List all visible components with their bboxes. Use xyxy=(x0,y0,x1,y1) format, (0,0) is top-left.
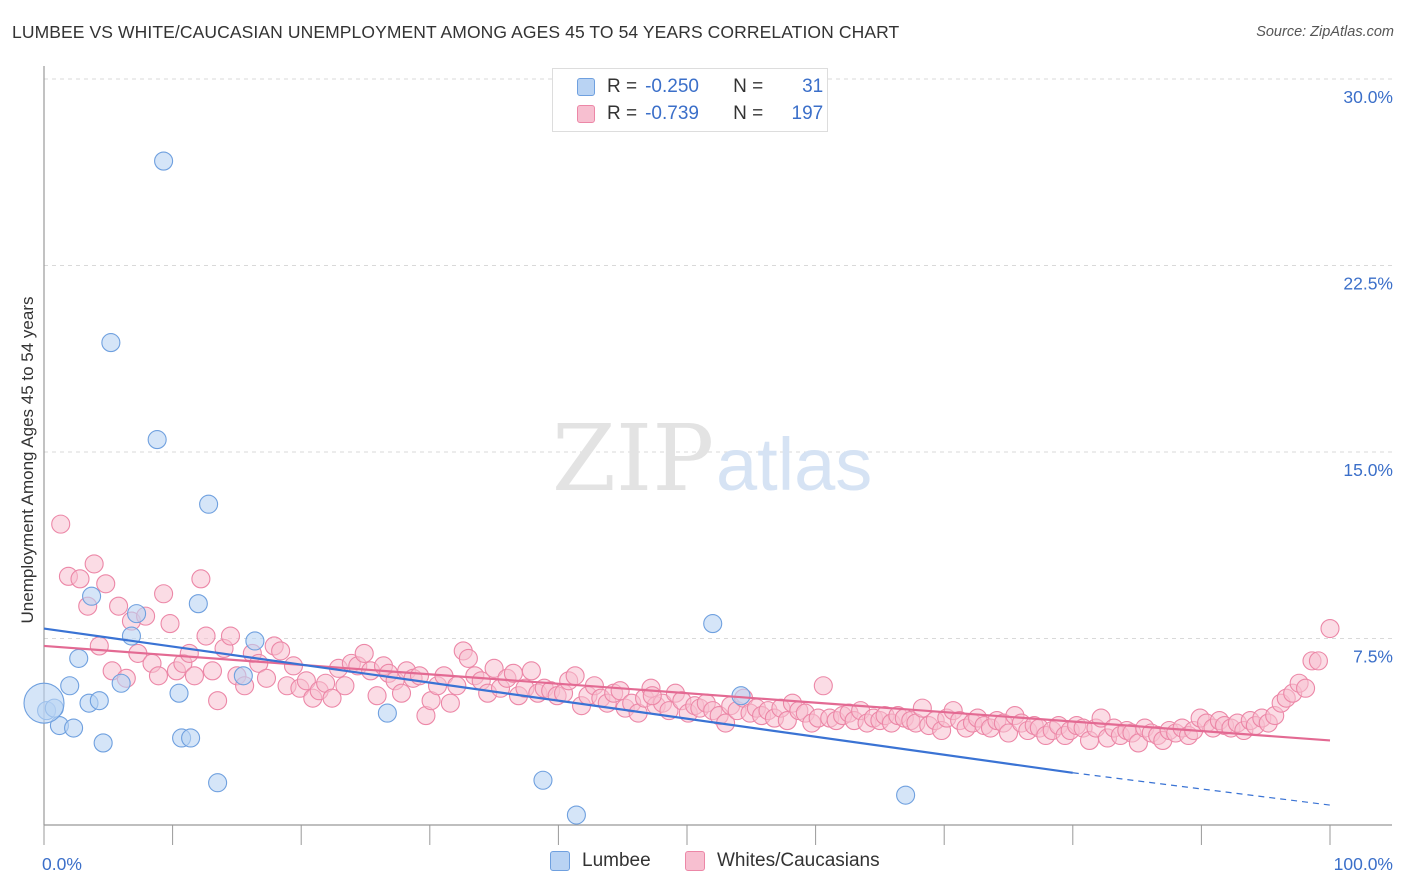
lumbee-point xyxy=(64,718,84,738)
whites-trend-line xyxy=(43,644,1331,742)
x-tick-label: 0.0% xyxy=(42,854,82,874)
x-tick-label: 100.0% xyxy=(1334,854,1393,874)
whites-point xyxy=(998,723,1019,743)
lumbee-swatch xyxy=(577,78,595,96)
whites-point xyxy=(391,683,412,703)
lumbee-point xyxy=(245,631,265,651)
whites-r-label: R = xyxy=(607,103,638,124)
whites-point xyxy=(154,584,174,604)
whites-point xyxy=(202,661,223,681)
lumbee-point xyxy=(154,151,174,171)
whites-point xyxy=(322,688,342,708)
whites-point xyxy=(440,693,460,713)
series-lumbee-points xyxy=(23,151,916,825)
whites-point xyxy=(271,641,291,661)
whites-point xyxy=(296,671,316,691)
whites-point xyxy=(367,686,387,706)
lumbee-point xyxy=(896,785,916,805)
tick-labels: 7.5% 15.0% 22.5% 30.0% 0.0% 100.0% xyxy=(42,87,1393,874)
y-tick-label: 22.5% xyxy=(1343,274,1393,294)
whites-r-value: -0.739 xyxy=(645,103,699,124)
lumbee-point xyxy=(703,614,723,634)
lumbee-point xyxy=(127,604,147,624)
whites-point xyxy=(96,574,116,594)
whites-point xyxy=(109,596,129,616)
lumbee-point xyxy=(69,648,89,668)
series-legend: Lumbee Whites/Caucasians xyxy=(0,850,1406,878)
legend-whites-swatch xyxy=(685,851,705,871)
lumbee-point xyxy=(93,733,113,753)
legend-whites-label: Whites/Caucasians xyxy=(717,850,880,871)
lumbee-r-label: R = xyxy=(607,76,638,97)
lumbee-point xyxy=(101,333,121,353)
watermark-atlas: atlas xyxy=(716,423,872,506)
whites-n-label: N = xyxy=(733,103,764,124)
whites-point xyxy=(1308,651,1328,671)
whites-point xyxy=(335,676,355,696)
lumbee-point xyxy=(23,682,65,724)
whites-point xyxy=(813,676,833,696)
whites-point xyxy=(565,666,585,686)
legend-item-whites: Whites/Caucasians xyxy=(685,850,880,872)
source-label: Source: ZipAtlas.com xyxy=(1256,24,1394,40)
whites-point xyxy=(484,658,504,678)
whites-point xyxy=(51,514,71,534)
whites-point xyxy=(912,698,932,718)
legend-row-lumbee: R = -0.250 N = 31 xyxy=(577,75,823,99)
lumbee-point xyxy=(111,673,131,693)
y-tick-label: 30.0% xyxy=(1343,87,1393,107)
whites-point xyxy=(70,569,90,589)
watermark: ZIP atlas xyxy=(552,405,872,512)
whites-point xyxy=(220,626,241,646)
legend-lumbee-label: Lumbee xyxy=(582,850,651,871)
lumbee-point xyxy=(377,703,397,723)
lumbee-point xyxy=(208,773,228,793)
whites-point xyxy=(191,569,211,589)
whites-point xyxy=(458,648,478,668)
stats-legend: R = -0.250 N = 31 R = -0.739 N = 197 xyxy=(552,68,828,132)
y-tick-label: 15.0% xyxy=(1343,460,1393,480)
whites-n-value: 197 xyxy=(791,103,824,124)
whites-point xyxy=(610,681,630,701)
whites-swatch xyxy=(577,105,595,123)
legend-lumbee-swatch xyxy=(550,851,570,871)
lumbee-point xyxy=(181,728,201,748)
watermark-zip: ZIP xyxy=(552,405,714,512)
lumbee-point xyxy=(233,666,253,686)
y-tick-label: 7.5% xyxy=(1353,647,1393,667)
lumbee-r-value: -0.250 xyxy=(645,76,699,97)
lumbee-point xyxy=(188,594,208,614)
lumbee-n-value: 31 xyxy=(802,76,824,97)
lumbee-point xyxy=(566,805,586,825)
lumbee-trend-line xyxy=(43,627,1073,774)
lumbee-point xyxy=(60,676,80,696)
whites-point xyxy=(84,554,104,574)
lumbee-point xyxy=(533,770,553,790)
whites-point xyxy=(160,614,180,634)
lumbee-point xyxy=(82,586,102,606)
grid-lines xyxy=(44,78,1392,639)
legend-row-whites: R = -0.739 N = 197 xyxy=(577,102,823,126)
whites-point xyxy=(354,643,374,663)
lumbee-trend-extension xyxy=(1072,772,1331,806)
legend-item-lumbee: Lumbee xyxy=(550,850,651,872)
lumbee-point xyxy=(147,430,167,450)
lumbee-point xyxy=(169,683,189,703)
whites-point xyxy=(89,636,109,656)
whites-point xyxy=(208,691,228,711)
whites-point xyxy=(196,626,216,646)
chart-title: LUMBEE VS WHITE/CAUCASIAN UNEMPLOYMENT A… xyxy=(12,22,900,42)
lumbee-point xyxy=(199,494,219,514)
whites-point xyxy=(184,666,205,686)
whites-point xyxy=(256,668,277,688)
lumbee-point xyxy=(89,691,109,711)
lumbee-n-label: N = xyxy=(733,76,764,97)
series-whites-points xyxy=(51,514,1340,753)
whites-point xyxy=(1320,619,1340,639)
whites-point xyxy=(1296,678,1316,698)
whites-point xyxy=(521,661,541,681)
trend-lines xyxy=(43,627,1331,806)
whites-point xyxy=(148,666,169,686)
